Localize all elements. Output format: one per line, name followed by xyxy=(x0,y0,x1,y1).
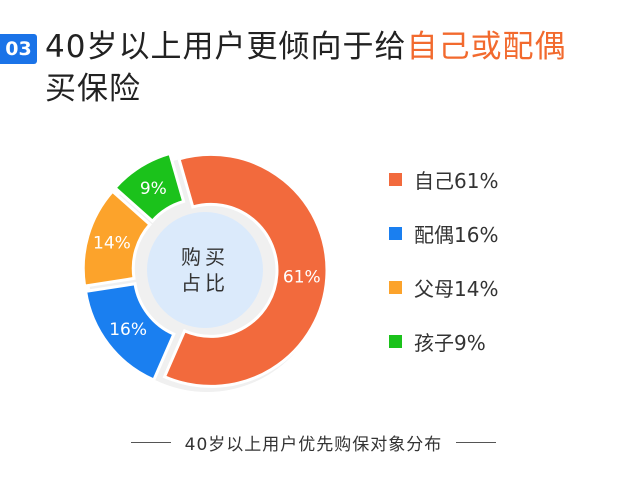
slice-value-label: 61% xyxy=(283,267,321,287)
title-text-line2: 买保险 xyxy=(45,71,141,107)
center-label-line: 购买 xyxy=(181,245,229,269)
caption-rule-right xyxy=(456,441,497,443)
pie-slice-4 xyxy=(112,151,186,224)
slice-value-label: 9% xyxy=(140,179,167,199)
legend-item: 父母14% xyxy=(389,273,498,302)
section-number-badge: 03 xyxy=(0,34,37,64)
legend-label: 父母14% xyxy=(414,277,499,301)
chart-caption: 40岁以上用户优先购保对象分布 xyxy=(0,422,627,462)
center-label-line: 占比 xyxy=(181,271,229,295)
pie-slice-2 xyxy=(83,282,176,382)
legend-swatch xyxy=(389,227,402,240)
legend-label: 配偶16% xyxy=(414,223,499,247)
pie-slice-1 xyxy=(162,152,329,388)
page-title: 40岁以上用户更倾向于给自己或配偶 买保险 xyxy=(45,26,615,110)
legend-item: 自己61% xyxy=(389,165,498,194)
legend-item: 配偶16% xyxy=(389,219,498,248)
caption-rule-left xyxy=(130,441,171,443)
slice-value-label: 16% xyxy=(109,320,147,340)
legend-label: 孩子9% xyxy=(414,331,486,355)
legend-swatch xyxy=(389,281,402,294)
legend-item: 孩子9% xyxy=(389,327,486,356)
donut-center xyxy=(147,212,263,328)
slice-value-label: 14% xyxy=(93,234,131,254)
pie-slice-3 xyxy=(81,189,153,288)
caption-text: 40岁以上用户优先购保对象分布 xyxy=(184,434,443,455)
legend-swatch xyxy=(389,335,402,348)
title-highlight: 自己或配偶 xyxy=(406,29,567,65)
title-text: 40岁以上用户更倾向于给 xyxy=(45,29,407,65)
legend-label: 自己61% xyxy=(414,169,499,193)
legend-swatch xyxy=(389,173,402,186)
